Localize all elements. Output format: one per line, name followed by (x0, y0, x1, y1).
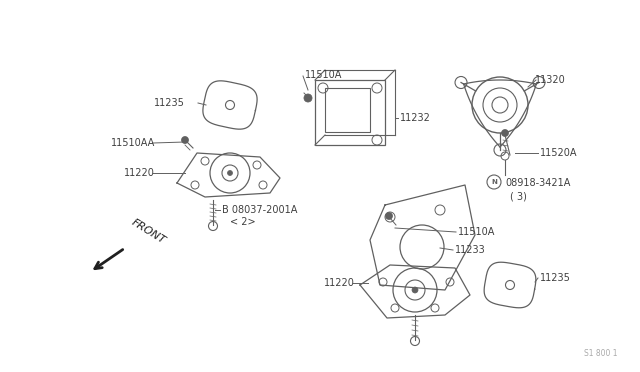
Text: < 2>: < 2> (230, 217, 255, 227)
Circle shape (412, 287, 418, 293)
Circle shape (182, 137, 189, 144)
Text: 11510A: 11510A (458, 227, 495, 237)
Text: 11520A: 11520A (540, 148, 577, 158)
Text: 11320: 11320 (535, 75, 566, 85)
Text: 11220: 11220 (324, 278, 355, 288)
Text: 11510A: 11510A (305, 70, 342, 80)
Text: 11235: 11235 (540, 273, 571, 283)
Text: 08918-3421A: 08918-3421A (505, 178, 570, 188)
Text: 11235: 11235 (154, 98, 185, 108)
Text: S1 800 1: S1 800 1 (584, 349, 618, 358)
Circle shape (385, 212, 392, 219)
Text: FRONT: FRONT (130, 217, 168, 246)
Text: B 08037-2001A: B 08037-2001A (222, 205, 298, 215)
Text: ( 3): ( 3) (510, 191, 527, 201)
Text: 11232: 11232 (400, 113, 431, 123)
Text: 11510AA: 11510AA (111, 138, 155, 148)
Circle shape (304, 94, 312, 102)
Circle shape (227, 170, 232, 176)
Text: 11220: 11220 (124, 168, 155, 178)
Circle shape (502, 129, 509, 137)
Text: N: N (491, 179, 497, 185)
Text: 11233: 11233 (455, 245, 486, 255)
